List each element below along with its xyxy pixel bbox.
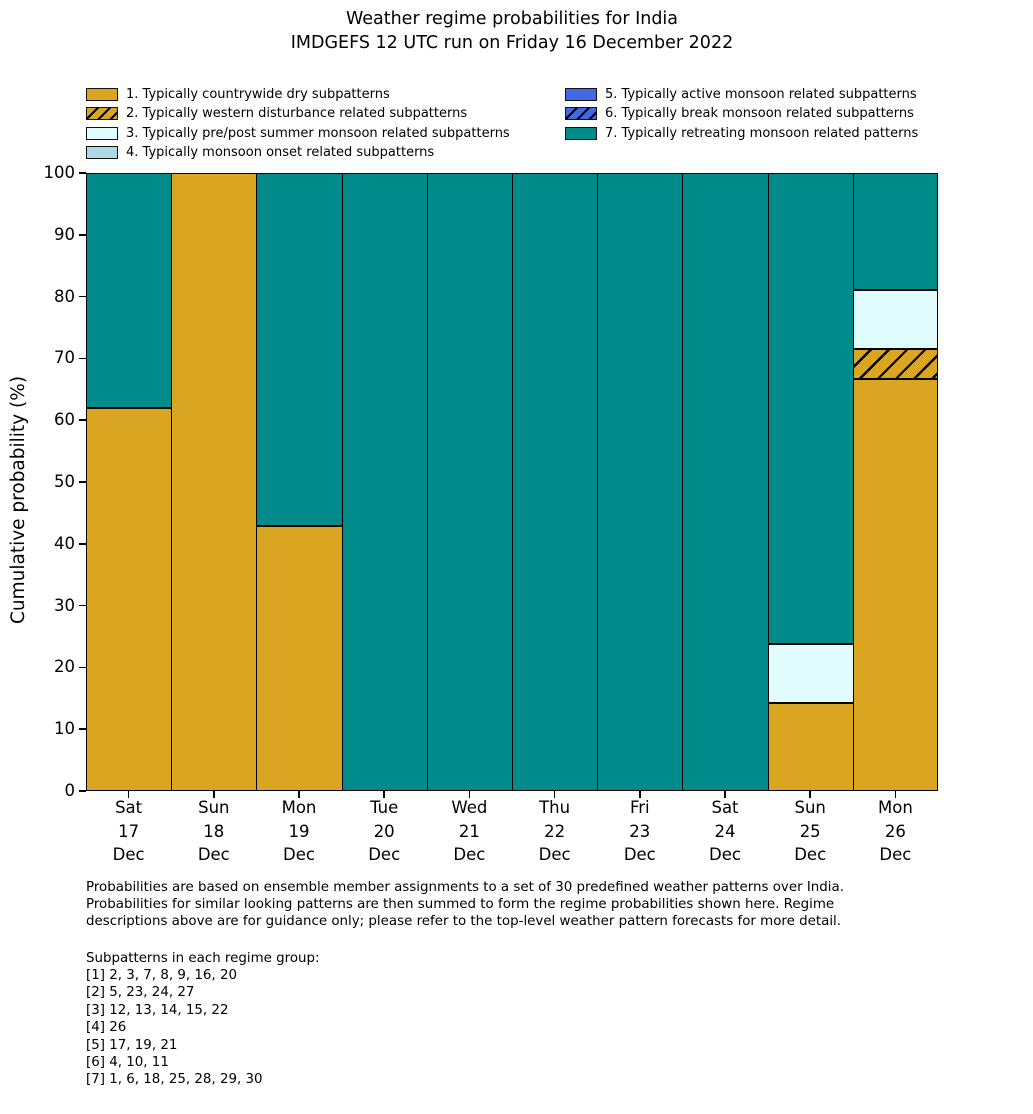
subpatterns-line-4: [4] 26 [86, 1020, 127, 1036]
y-tick-label-50: 50 [54, 472, 75, 491]
y-tick-mark-70 [79, 357, 86, 360]
chart-subtitle: IMDGEFS 12 UTC run on Friday 16 December… [290, 33, 734, 53]
legend-swatch-regime6-icon [565, 107, 597, 120]
bar-segment-regime7-Wed21Dec [426, 173, 514, 791]
footer-note-line-3: descriptions above are for guidance only… [86, 914, 842, 929]
legend-item-regime7: 7. Typically retreating monsoon related … [565, 125, 918, 141]
x-tick-mark-Wed21Dec [468, 791, 471, 798]
legend-label-regime4: 4. Typically monsoon onset related subpa… [126, 145, 435, 160]
bar-segment-regime3-Mon26Dec [852, 290, 938, 350]
legend-item-regime3: 3. Typically pre/post summer monsoon rel… [86, 125, 510, 141]
subpatterns-line-3: [3] 12, 13, 14, 15, 22 [86, 1002, 229, 1018]
y-tick-label-80: 80 [54, 286, 75, 306]
y-tick-mark-50 [79, 481, 86, 483]
x-tick-mark-Mon26Dec [894, 791, 897, 798]
y-tick-mark-0 [79, 790, 86, 792]
legend-item-regime2: 2. Typically western disturbance related… [86, 106, 467, 122]
y-tick-mark-40 [79, 543, 86, 545]
y-tick-label-90: 90 [54, 224, 75, 244]
legend-swatch-regime4-icon [86, 146, 118, 159]
y-tick-mark-90 [79, 234, 86, 236]
y-tick-mark-60 [79, 419, 86, 421]
x-tick-mark-Sun25Dec [809, 791, 811, 798]
legend-label-regime6: 6. Typically break monsoon related subpa… [605, 106, 914, 121]
bar-segment-regime3-Sun25Dec [767, 643, 855, 703]
x-tick-mark-Sat24Dec [724, 791, 726, 798]
legend-label-regime1: 1. Typically countrywide dry subpatterns [126, 86, 390, 102]
y-axis-label: Cumulative probability (%) [8, 375, 29, 625]
subpatterns-line-7: [7] 1, 6, 18, 25, 28, 29, 30 [86, 1072, 263, 1088]
y-tick-mark-100 [79, 172, 86, 174]
bar-segment-regime7-Fri23Dec [597, 173, 684, 791]
x-tick-label-Sun18Dec: Sun 18 Dec [197, 798, 230, 864]
y-tick-label-10: 10 [54, 719, 75, 739]
y-tick-label-0: 0 [64, 781, 76, 800]
legend-swatch-regime7-icon [565, 126, 597, 140]
x-tick-label-Thu22Dec: Thu 22 Dec [538, 798, 571, 864]
footer-note-line-2: Probabilities for similar looking patter… [86, 897, 835, 912]
subpatterns-line-5: [5] 17, 19, 21 [86, 1037, 178, 1053]
x-tick-mark-Sun18Dec [213, 791, 215, 798]
legend-swatch-regime3-icon [86, 126, 118, 140]
x-tick-mark-Tue20Dec [383, 791, 385, 798]
subpatterns-line-1: [1] 2, 3, 7, 8, 9, 16, 20 [86, 967, 237, 983]
bar-segment-regime7-Sun25Dec [767, 173, 855, 644]
subpatterns-title: Subpatterns in each regime group: [86, 950, 320, 966]
bar-segment-regime1-Sun18Dec [171, 173, 258, 791]
bar-segment-regime1-Sat17Dec [86, 408, 173, 791]
x-tick-label-Tue20Dec: Tue 20 Dec [368, 798, 401, 864]
legend-swatch-regime2-icon [86, 107, 118, 120]
legend-swatch-regime1-icon [86, 87, 118, 101]
x-tick-label-Wed21Dec: Wed 21 Dec [451, 798, 488, 864]
y-tick-mark-30 [79, 604, 86, 607]
x-tick-label-Sat17Dec: Sat 17 Dec [112, 798, 145, 864]
y-tick-label-20: 20 [54, 657, 75, 677]
x-tick-label-Sat24Dec: Sat 24 Dec [709, 798, 741, 864]
y-tick-mark-80 [79, 295, 86, 298]
bar-segment-regime7-Sat17Dec [86, 173, 173, 409]
bar-segment-regime1-Mon19Dec [256, 525, 343, 791]
legend-item-regime4: 4. Typically monsoon onset related subpa… [86, 145, 434, 161]
legend-label-regime2: 2. Typically western disturbance related… [126, 106, 468, 121]
bar-segment-regime7-Mon26Dec [852, 173, 938, 291]
subpatterns-line-2: [2] 5, 23, 24, 27 [86, 985, 195, 1001]
x-tick-label-Mon26Dec: Mon 26 Dec [877, 798, 913, 864]
legend-label-regime5: 5. Typically active monsoon related subp… [605, 86, 917, 102]
x-tick-mark-Fri23Dec [639, 791, 641, 798]
bar-segment-regime1-Sun25Dec [767, 702, 855, 791]
x-tick-label-Sun25Dec: Sun 25 Dec [794, 798, 827, 864]
bar-segment-regime7-Thu22Dec [512, 173, 599, 791]
x-tick-mark-Mon19Dec [298, 791, 300, 798]
legend-item-regime1: 1. Typically countrywide dry subpatterns [86, 86, 390, 102]
y-tick-label-70: 70 [54, 348, 75, 368]
legend-swatch-regime5-icon [565, 87, 597, 101]
legend-item-regime5: 5. Typically active monsoon related subp… [565, 86, 917, 102]
y-tick-mark-20 [79, 666, 86, 669]
y-tick-label-40: 40 [54, 533, 75, 553]
legend-label-regime3: 3. Typically pre/post summer monsoon rel… [126, 125, 510, 141]
y-tick-label-100: 100 [43, 163, 76, 182]
bar-segment-regime1-Mon26Dec [852, 378, 938, 791]
y-tick-mark-10 [79, 728, 86, 730]
bar-segment-regime7-Sat24Dec [682, 173, 769, 791]
bar-segment-regime7-Mon19Dec [256, 173, 343, 526]
y-tick-label-60: 60 [54, 410, 75, 430]
x-tick-label-Fri23Dec: Fri 23 Dec [623, 798, 656, 864]
bar-segment-regime7-Tue20Dec [341, 173, 429, 791]
legend-item-regime6: 6. Typically break monsoon related subpa… [565, 106, 914, 122]
bar-segment-regime2-Mon26Dec [852, 349, 938, 379]
footer-note-line-1: Probabilities are based on ensemble memb… [86, 880, 844, 895]
subpatterns-line-6: [6] 4, 10, 11 [86, 1054, 169, 1070]
x-tick-mark-Thu22Dec [553, 791, 556, 798]
chart-title: Weather regime probabilities for India [345, 9, 679, 29]
legend-label-regime7: 7. Typically retreating monsoon related … [605, 125, 919, 141]
x-tick-mark-Sat17Dec [127, 791, 130, 798]
y-tick-label-30: 30 [54, 595, 75, 615]
x-tick-label-Mon19Dec: Mon 19 Dec [281, 798, 317, 864]
